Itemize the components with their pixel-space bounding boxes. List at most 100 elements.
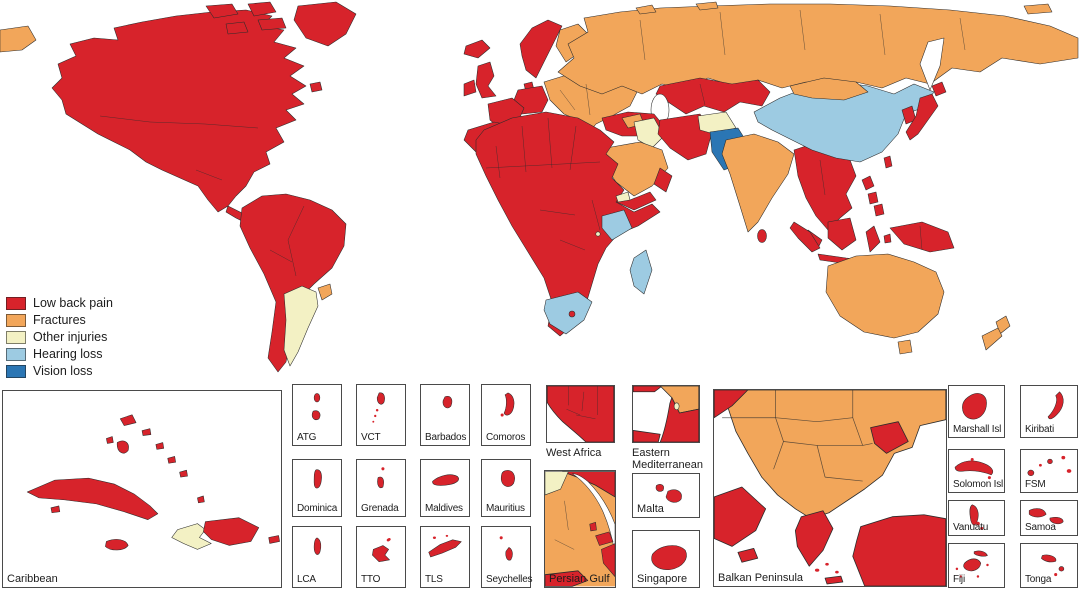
india (721, 133, 795, 233)
kamchatka (919, 37, 945, 91)
inset-tto-label: TTO (361, 574, 381, 585)
inset-eastern-mediterranean-label-line2: Mediterranean (632, 459, 703, 471)
legend-label: Fractures (33, 313, 86, 327)
legend-item-vision-loss: Vision loss (6, 364, 113, 378)
legend-label: Vision loss (33, 364, 93, 378)
philippines (861, 175, 875, 191)
uruguay (317, 283, 333, 301)
inset-eastern-mediterranean-label-line1: Eastern (632, 447, 670, 459)
sulawesi (865, 225, 881, 253)
rwanda (595, 231, 601, 237)
africa (475, 111, 661, 337)
inset-barbados-label: Barbados (425, 432, 467, 443)
inset-fsm-label: FSM (1025, 479, 1046, 490)
lesotho (568, 310, 576, 318)
inset-fiji: Fiji (948, 543, 1005, 588)
inset-tonga-label: Tonga (1025, 574, 1052, 585)
inset-singapore-label: Singapore (637, 573, 688, 585)
inset-caribbean-label: Caribbean (7, 573, 58, 585)
world-map (0, 1, 1079, 373)
inset-atg: ATG (292, 384, 342, 446)
iraq (633, 117, 665, 149)
argentina (283, 285, 319, 367)
inset-mauritius: Mauritius (481, 459, 531, 517)
inset-maldives-label: Maldives (425, 503, 463, 514)
north-america (51, 1, 323, 227)
jamaica (105, 539, 129, 551)
australia (825, 253, 945, 339)
inset-vct-label: VCT (361, 432, 381, 443)
inset-seychelles-label: Seychelles (486, 574, 533, 585)
inset-caribbean: Caribbean (2, 390, 282, 588)
inset-seychelles: Seychelles (481, 526, 533, 588)
inset-eastern-mediterranean (632, 385, 700, 443)
inset-persian-gulf-label: Persian Gulf (549, 573, 610, 585)
inset-kiribati: Kiribati (1020, 385, 1078, 438)
inset-fiji-label: Fiji (953, 574, 965, 585)
madagascar (629, 249, 653, 295)
inset-lca-label: LCA (297, 574, 316, 585)
inset-west-africa-label: West Africa (546, 447, 602, 459)
inset-lca: LCA (292, 526, 342, 588)
legend-label: Low back pain (33, 296, 113, 310)
legend-swatch-fractures (6, 313, 26, 327)
legend-swatch-other-injuries (6, 330, 26, 344)
inset-singapore: Singapore (632, 530, 700, 588)
kenya (601, 209, 633, 241)
mongolia (789, 77, 869, 101)
country-borders (99, 9, 966, 277)
inset-west-africa (546, 385, 615, 443)
legend-item-fractures: Fractures (6, 313, 113, 327)
legend-item-low-back-pain: Low back pain (6, 296, 113, 310)
inset-samoa-label: Samoa (1025, 522, 1056, 533)
inset-comoros: Comoros (481, 384, 531, 446)
inset-fsm: FSM (1020, 449, 1078, 493)
borneo (827, 217, 857, 251)
inset-marshall-islands-label: Marshall Isl (953, 424, 1002, 435)
legend: Low back pain Fractures Other injuries H… (6, 296, 113, 381)
taiwan (883, 155, 893, 169)
inset-barbados: Barbados (420, 384, 470, 446)
japan (931, 81, 947, 97)
legend-item-other-injuries: Other injuries (6, 330, 113, 344)
inset-vct: VCT (356, 384, 406, 446)
tasmania (897, 339, 913, 355)
inset-kiribati-label: Kiribati (1025, 424, 1054, 435)
inset-eastern-mediterranean-label: Eastern Mediterranean (632, 447, 712, 471)
ireland (463, 79, 477, 97)
eritrea-djibouti (615, 191, 631, 203)
inset-vanuatu-label: Vanuatu (953, 522, 989, 533)
inset-solomon-islands: Solomon Isl (948, 449, 1005, 493)
haiti (171, 523, 212, 550)
south-america (239, 193, 347, 373)
inset-dominica-label: Dominica (297, 503, 338, 514)
inset-grenada: Grenada (356, 459, 406, 517)
inset-samoa: Samoa (1020, 500, 1078, 536)
sri-lanka (757, 229, 767, 243)
united-kingdom (475, 61, 497, 99)
inset-maldives: Maldives (420, 459, 470, 517)
new-guinea (889, 221, 955, 253)
dominican-republic (203, 517, 260, 546)
iceland (463, 39, 491, 59)
scandinavia (519, 19, 563, 79)
legend-swatch-low-back-pain (6, 296, 26, 310)
central-asia (655, 77, 771, 115)
inset-comoros-label: Comoros (486, 432, 526, 443)
inset-vanuatu: Vanuatu (948, 500, 1005, 536)
south-africa (543, 291, 593, 335)
inset-persian-gulf: Persian Gulf (544, 470, 616, 588)
inset-malta-label: Malta (637, 503, 664, 515)
inset-atg-label: ATG (297, 432, 317, 443)
caribbean-map (26, 414, 280, 551)
inset-tls-label: TLS (425, 574, 443, 585)
inset-tls: TLS (420, 526, 470, 588)
inset-malta: Malta (632, 473, 700, 518)
legend-label: Hearing loss (33, 347, 103, 361)
inset-tonga: Tonga (1020, 543, 1078, 588)
russia-and-north-asia (0, 1, 1079, 95)
legend-item-hearing-loss: Hearing loss (6, 347, 113, 361)
inset-tto: TTO (356, 526, 406, 588)
inset-grenada-label: Grenada (361, 503, 399, 514)
